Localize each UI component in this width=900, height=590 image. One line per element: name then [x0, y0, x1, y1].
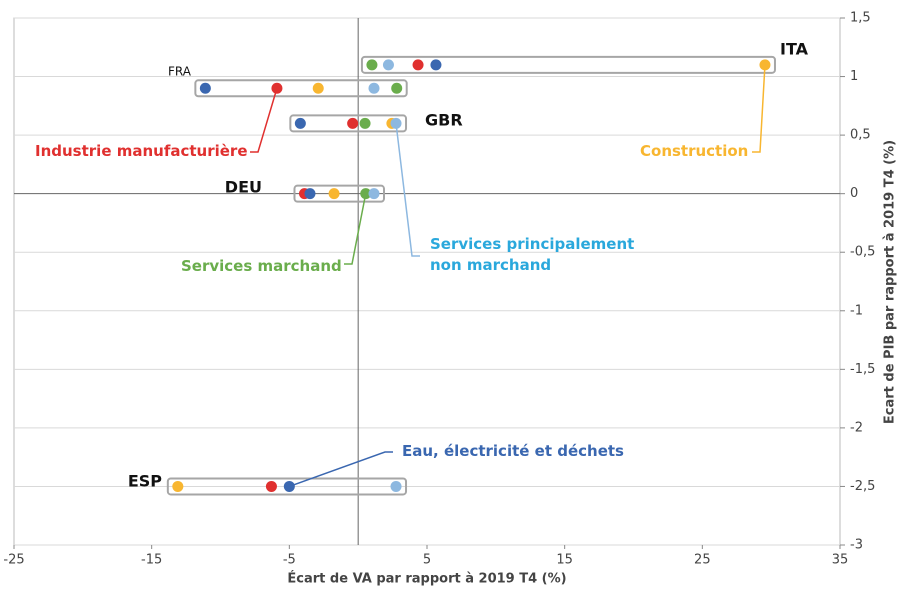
country-label: GBR [425, 111, 463, 130]
point [271, 82, 283, 94]
point [283, 480, 295, 492]
point [390, 117, 402, 129]
y-tick-label: -2 [850, 420, 863, 435]
leader-line [289, 451, 393, 488]
point [368, 188, 380, 200]
point [390, 480, 402, 492]
point [312, 82, 324, 94]
leader-line [395, 123, 420, 257]
leader-line [344, 193, 367, 265]
series-label: Industrie manufacturière [35, 142, 248, 160]
x-tick-label: 25 [694, 553, 711, 568]
point [328, 188, 340, 200]
x-axis-title: Écart de VA par rapport à 2019 T4 (%) [287, 571, 566, 587]
series-label: Services marchand [181, 257, 342, 275]
point [304, 188, 316, 200]
point [347, 117, 359, 129]
y-tick-label: -1 [850, 303, 863, 318]
y-tick-label: -2,5 [850, 479, 875, 494]
country-bracket [289, 114, 408, 133]
leader-line [752, 64, 766, 153]
plot-frame [13, 17, 841, 546]
x-tick-label: 5 [423, 553, 431, 568]
country-bracket [194, 79, 408, 98]
point [360, 188, 372, 200]
y-tick-label: -3 [850, 538, 863, 553]
x-tick-label: -25 [3, 553, 24, 568]
point [366, 59, 378, 71]
series-label: Eau, électricité et déchets [402, 442, 624, 460]
leader-line [250, 88, 278, 153]
x-tick-label: 35 [832, 553, 849, 568]
y-tick-label: 0,5 [850, 128, 871, 143]
point [382, 59, 394, 71]
x-tick-label: -15 [141, 553, 162, 568]
x-tick-label: 15 [556, 553, 573, 568]
point [430, 59, 442, 71]
point [294, 117, 306, 129]
point [172, 480, 184, 492]
y-tick-label: 0 [850, 186, 858, 201]
point [412, 59, 424, 71]
point [759, 59, 771, 71]
series-label: Services principalement non marchand [430, 235, 635, 274]
series-label: Construction [640, 142, 749, 160]
y-axis-title: Ecart de PIB par rapport à 2019 T4 (%) [883, 140, 898, 424]
country-label: FRA [168, 65, 192, 79]
country-bracket [293, 184, 385, 203]
y-tick-label: 1 [850, 69, 858, 84]
point [359, 117, 371, 129]
point [199, 82, 211, 94]
country-label: DEU [225, 178, 262, 197]
point [368, 82, 380, 94]
point [265, 480, 277, 492]
y-tick-label: -0,5 [850, 245, 875, 260]
x-tick-label: -5 [283, 553, 296, 568]
y-tick-label: 1,5 [850, 11, 871, 26]
point [391, 82, 403, 94]
country-bracket [166, 477, 408, 496]
country-label: ESP [128, 472, 162, 491]
country-label: ITA [780, 40, 809, 59]
y-tick-label: -1,5 [850, 362, 875, 377]
country-bracket [360, 55, 776, 74]
